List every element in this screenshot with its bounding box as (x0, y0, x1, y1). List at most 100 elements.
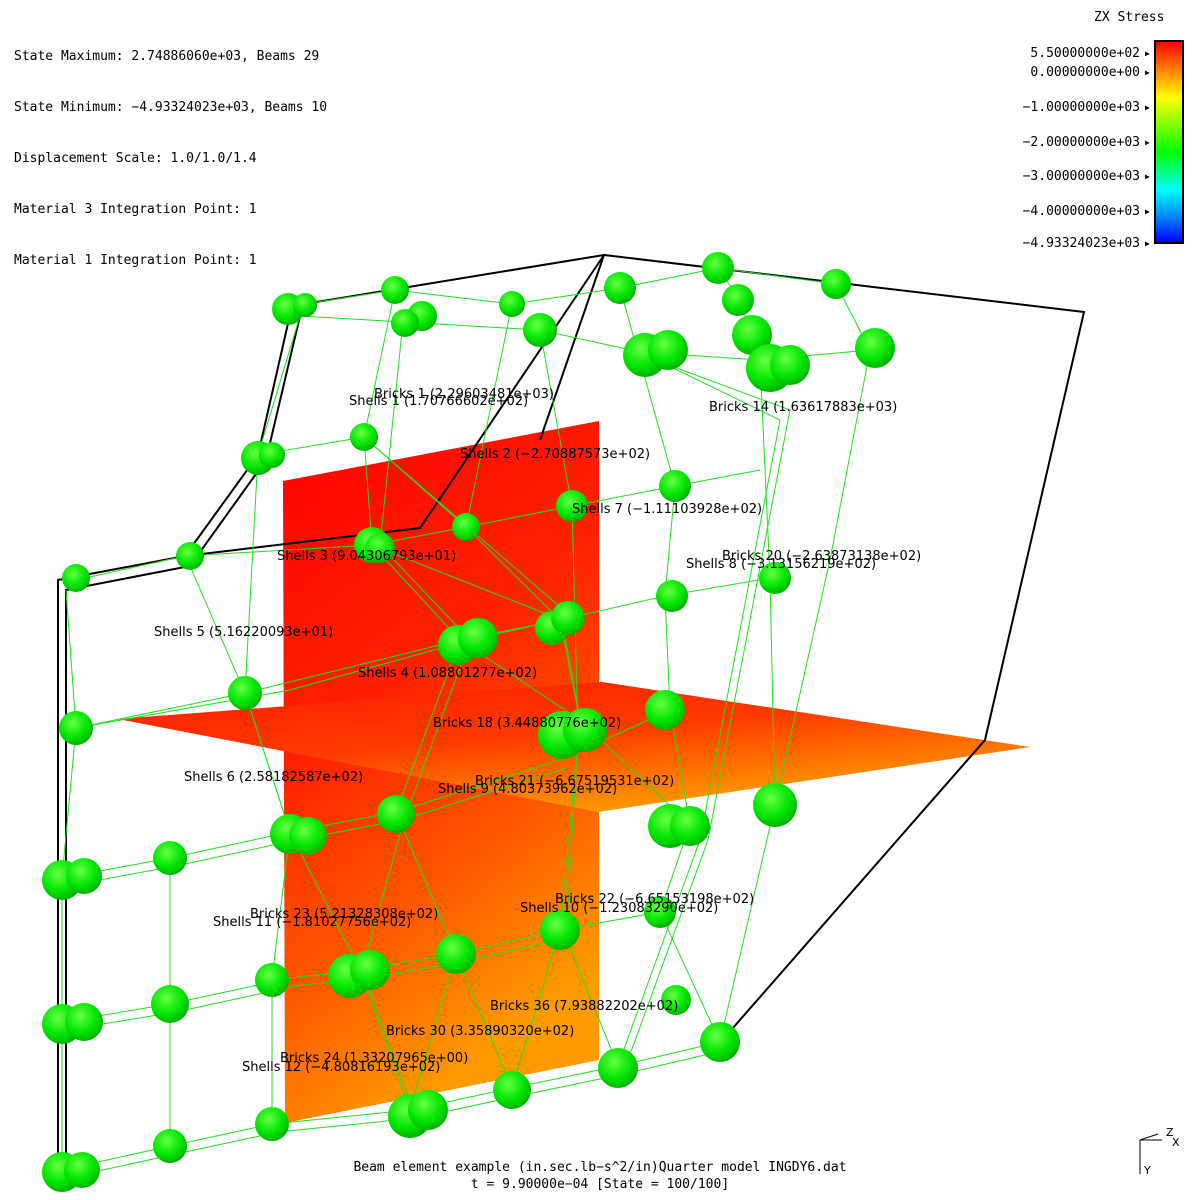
mesh-node (64, 1152, 100, 1188)
element-label: Shells 3 (9.04306793e+01) (277, 549, 456, 564)
mesh-node (350, 950, 390, 990)
mesh-node (377, 795, 415, 833)
mesh-node (656, 580, 688, 612)
material-3-integration: Material 3 Integration Point: 1 (14, 202, 257, 217)
legend-tick-icon: ▶ (1145, 68, 1150, 77)
legend-tick-icon: ▶ (1145, 103, 1150, 112)
element-label: Shells 10 (−1.23083290e+02) (520, 901, 718, 916)
mesh-node (759, 562, 791, 594)
mesh-node (151, 985, 189, 1023)
mesh-node (391, 309, 419, 337)
mesh-node (753, 783, 797, 827)
mesh-node (228, 676, 262, 710)
mesh-node (551, 601, 585, 635)
time-state: t = 9.90000e−04 [State = 100/100] (470, 1177, 730, 1192)
legend-label: −4.00000000e+03 (1022, 204, 1140, 219)
state-info: State Maximum: 2.74886060e+03, Beams 29 … (14, 14, 327, 286)
mesh-node (293, 293, 317, 317)
legend-label: 0.00000000e+00 (1030, 65, 1140, 80)
element-label: Shells 7 (−1.11103928e+02) (572, 502, 762, 517)
mesh-node (645, 690, 685, 730)
legend-label: −4.93324023e+03 (1022, 236, 1140, 251)
legend-tick-icon: ▶ (1145, 172, 1150, 181)
mesh-node (821, 269, 851, 299)
material-1-integration: Material 1 Integration Point: 1 (14, 253, 257, 268)
mesh-node (493, 1071, 531, 1109)
element-label: Shells 6 (2.58182587e+02) (184, 770, 363, 785)
element-label: Bricks 14 (1.63617883e+03) (709, 400, 897, 415)
mesh-node (523, 313, 557, 347)
axis-x-label: X (1172, 1136, 1180, 1149)
element-label: Bricks 36 (7.93882202e+02) (490, 999, 678, 1014)
element-label: Shells 9 (4.80373962e+02) (438, 782, 617, 797)
mesh-node (350, 423, 378, 451)
legend-label: 5.50000000e+02 (1030, 46, 1140, 61)
mesh-node (644, 896, 676, 928)
mesh-node (62, 564, 90, 592)
element-label: Shells 8 (−3.13156219e+02) (686, 557, 876, 572)
mesh-nodes (42, 252, 895, 1192)
mesh-node (855, 328, 895, 368)
mesh-node (408, 1090, 448, 1130)
mesh-node (259, 442, 285, 468)
legend-label: −1.00000000e+03 (1022, 100, 1140, 115)
axis-z-label: Z (1166, 1126, 1174, 1139)
element-label: Shells 2 (−2.70887573e+02) (460, 447, 650, 462)
mesh-node (722, 284, 754, 316)
mesh-node (436, 934, 476, 974)
state-minimum: State Minimum: −4.93324023e+03, Beams 10 (14, 100, 328, 115)
element-labels: Bricks 1 (2.29603481e+03) Shells 1 (1.70… (154, 387, 921, 1075)
mesh-node (66, 858, 102, 894)
mesh-node (176, 542, 204, 570)
axes-triad-icon: Z X Y (1139, 1126, 1180, 1176)
mesh-node (770, 345, 810, 385)
element-label: Bricks 21 (−6.67519531e+02) (475, 774, 674, 789)
mesh-node (289, 817, 327, 855)
element-label: Bricks 22 (−6.65153198e+02) (555, 892, 754, 907)
axis-y-label: Y (1143, 1164, 1151, 1176)
legend-tick-icon: ▶ (1145, 239, 1150, 248)
mesh-node (452, 513, 480, 541)
mesh-node (661, 985, 691, 1015)
element-label: Bricks 18 (3.44880776e+02) (433, 716, 621, 731)
element-label: Shells 11 (−1.81027756e+02) (213, 915, 411, 930)
mesh-node (59, 711, 93, 745)
legend-label: −2.00000000e+03 (1022, 135, 1140, 150)
mesh-node (563, 708, 607, 752)
mesh-node (381, 276, 409, 304)
legend-tick-icon: ▶ (1145, 49, 1150, 58)
element-label: Shells 1 (1.70766602e+02) (349, 394, 528, 409)
displacement-scale: Displacement Scale: 1.0/1.0/1.4 (14, 151, 257, 166)
element-label: Bricks 23 (5.21328308e+02) (250, 907, 438, 922)
mesh-node (700, 1022, 740, 1062)
mesh-node (648, 330, 688, 370)
element-label: Shells 12 (−4.80816193e+02) (242, 1060, 440, 1075)
element-label: Bricks 24 (1.33207965e+00) (280, 1051, 468, 1066)
mesh-node (153, 1129, 187, 1163)
legend-label: −3.00000000e+03 (1022, 169, 1140, 184)
mesh-node (153, 841, 187, 875)
element-label: Bricks 30 (3.35890320e+02) (386, 1024, 574, 1039)
mesh-node (670, 806, 710, 846)
mesh-node (458, 618, 498, 658)
element-label: Bricks 20 (−2.63873138e+02) (722, 549, 921, 564)
element-label: Shells 5 (5.16220093e+01) (154, 625, 333, 640)
mesh-node (702, 252, 734, 284)
mesh-node (556, 490, 588, 522)
mesh-node (255, 1107, 289, 1141)
element-label: Shells 4 (1.08801277e+02) (358, 666, 537, 681)
mesh-node (499, 291, 525, 317)
mesh-node (65, 1003, 103, 1041)
legend-title: ZX Stress (1094, 10, 1165, 25)
mesh-node (604, 272, 636, 304)
mesh-node (659, 470, 691, 502)
element-label: Bricks 1 (2.29603481e+03) (374, 387, 554, 402)
color-legend-bar (1154, 40, 1184, 244)
mesh-node (365, 533, 395, 563)
legend-tick-icon: ▶ (1145, 138, 1150, 147)
state-maximum: State Maximum: 2.74886060e+03, Beams 29 (14, 49, 320, 64)
mesh-node (540, 910, 580, 950)
mesh-node (255, 963, 289, 997)
mesh-node (732, 315, 772, 355)
